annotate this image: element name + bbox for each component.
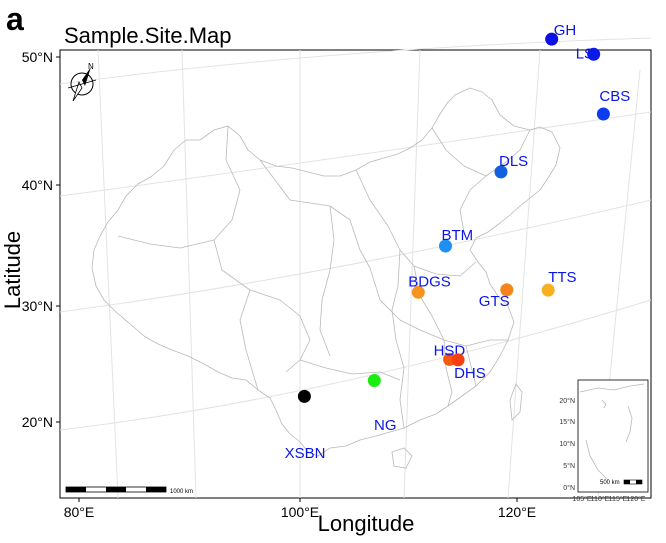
site-label-bdgs: BDGS	[408, 273, 451, 290]
inset-x-tick: 105°E	[572, 495, 591, 503]
site-marker-btm	[439, 239, 452, 253]
y-tick-label: 30°N	[22, 298, 53, 314]
site-marker-dls	[494, 165, 508, 179]
inset-y-tick: 0°N	[563, 484, 575, 492]
inset-coastline	[579, 383, 645, 393]
site-marker-xsbn	[297, 389, 311, 403]
graticule-line	[181, 49, 197, 499]
panel-letter: a	[6, 1, 24, 37]
graticule-line	[59, 37, 652, 85]
x-axis-title: Longitude	[318, 511, 415, 536]
y-tick-label: 50°N	[22, 49, 53, 65]
graticule-line	[59, 199, 652, 313]
province-boundary	[259, 159, 381, 301]
site-marker-dhs	[451, 353, 465, 367]
y-tick-label: 40°N	[22, 177, 53, 193]
inset-coastline	[625, 405, 633, 443]
y-axis: 20°N 30°N 40°N 50°N Latitude	[0, 49, 60, 430]
site-marker-ls	[587, 47, 601, 61]
site-label-ls: LS	[576, 45, 594, 62]
province-boundary	[431, 127, 487, 177]
province-boundary	[413, 265, 445, 341]
site-marker-bdgs	[411, 285, 425, 299]
site-label-gh: GH	[554, 22, 577, 39]
inset-y-tick: 15°N	[559, 418, 575, 426]
province-boundary	[239, 289, 259, 391]
inset-x-tick: 120°E	[626, 495, 645, 503]
map-title: Sample.Site.Map	[64, 23, 232, 48]
province-boundary	[319, 205, 335, 357]
inset-coastline	[601, 399, 607, 409]
inset-x-ticks: 105°E 110°E 115°E 120°E	[572, 495, 645, 503]
x-tick-label: 120°E	[498, 504, 536, 520]
inset-y-tick: 5°N	[563, 462, 575, 470]
site-marker-tts	[541, 283, 555, 297]
site-label-ng: NG	[374, 417, 397, 434]
province-boundary	[459, 129, 531, 233]
graticule-line	[403, 49, 421, 499]
china-outline	[91, 87, 561, 457]
province-boundary	[213, 239, 311, 373]
scale-bar-label: 1000 km	[170, 489, 193, 495]
inset-map: 20°N 15°N 10°N 5°N 0°N 105°E 110°E 115°E…	[559, 379, 649, 503]
province-boundary	[299, 359, 401, 381]
graticule-line	[97, 49, 119, 499]
inset-scale-bar	[623, 479, 643, 485]
site-label-tts: TTS	[548, 269, 576, 286]
inset-x-tick: 110°E	[591, 495, 610, 503]
inset-y-tick: 10°N	[559, 440, 575, 448]
north-arrow: N	[67, 62, 97, 102]
x-tick-label: 80°E	[64, 504, 95, 520]
taiwan-island	[509, 383, 523, 421]
site-label-dhs: DHS	[454, 365, 486, 382]
country-boundaries	[91, 87, 561, 469]
plot-frame	[59, 49, 652, 499]
province-boundary	[117, 125, 241, 249]
site-marker-cbs	[596, 107, 610, 121]
inset-y-tick: 20°N	[559, 397, 575, 405]
graticule-line	[507, 49, 541, 499]
graticule-line	[59, 299, 652, 431]
site-label-dls: DLS	[499, 153, 528, 170]
graticule-line	[59, 111, 652, 197]
site-label-gts: GTS	[479, 293, 510, 310]
scale-bar: 1000 km	[65, 486, 193, 495]
inset-scale-label: 500 km	[600, 480, 620, 486]
north-label: N	[88, 62, 94, 71]
site-marker-gh	[545, 32, 559, 46]
site-marker-ng	[367, 374, 381, 387]
inset-coastline	[585, 439, 609, 481]
province-boundary	[443, 339, 453, 407]
province-boundary	[355, 169, 477, 277]
x-tick-label: 100°E	[281, 504, 319, 520]
inset-y-ticks: 20°N 15°N 10°N 5°N 0°N	[559, 397, 575, 492]
site-marker-gts	[500, 283, 514, 297]
province-boundary	[391, 249, 405, 429]
site-label-xsbn: XSBN	[285, 445, 326, 462]
y-axis-title: Latitude	[0, 231, 25, 309]
graticule	[59, 37, 652, 499]
x-axis: 80°E 100°E 120°E Longitude	[64, 498, 536, 536]
y-tick-label: 20°N	[22, 414, 53, 430]
site-label-btm: BTM	[442, 227, 474, 244]
hainan-island	[391, 447, 413, 469]
province-boundary	[465, 345, 477, 387]
site-label-cbs: CBS	[599, 88, 630, 105]
inset-x-tick: 115°E	[609, 495, 628, 503]
